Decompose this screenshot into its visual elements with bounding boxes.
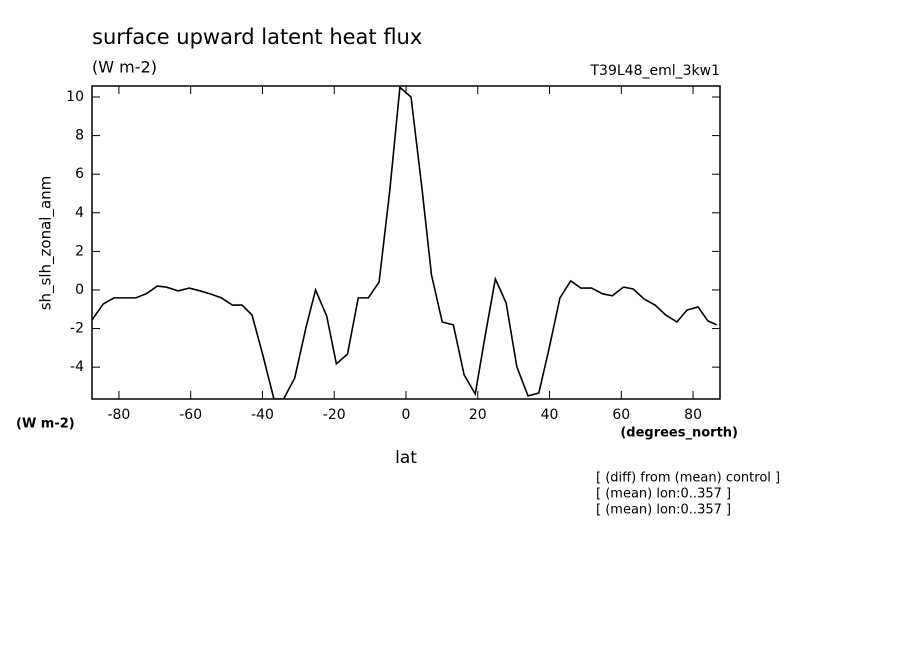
x-tick-label: -60 <box>179 407 202 423</box>
y-units: (W m-2) <box>16 417 75 432</box>
x-units: (degrees_north) <box>620 426 738 441</box>
y-axis-label: sh_slh_zonal_anm <box>37 176 56 311</box>
y-tick-label: 2 <box>75 243 84 259</box>
y-tick-label: -2 <box>70 321 84 337</box>
x-tick-label: 60 <box>612 407 630 423</box>
x-tick-label: 80 <box>684 407 702 423</box>
data-line <box>92 86 718 399</box>
x-tick-label: -20 <box>323 407 346 423</box>
x-tick-label: 40 <box>541 407 559 423</box>
x-tick-label: 20 <box>469 407 487 423</box>
x-tick-label: 0 <box>402 407 411 423</box>
x-axis-label: lat <box>395 448 417 468</box>
note: [ (mean) lon:0..357 ] <box>596 487 731 502</box>
y-tick-label: 4 <box>75 205 84 221</box>
y-tick-label: 8 <box>75 128 84 144</box>
note: [ (diff) from (mean) control ] <box>596 471 780 486</box>
y-tick-label: 6 <box>75 166 84 182</box>
plot-frame <box>91 85 721 400</box>
x-tick-label: -80 <box>107 407 130 423</box>
y-tick-label: -4 <box>70 359 84 375</box>
note: [ (mean) lon:0..357 ] <box>596 503 731 518</box>
chart-title: surface upward latent heat flux <box>92 25 422 49</box>
y-tick-label: 0 <box>75 282 84 298</box>
run-label: T39L48_eml_3kw1 <box>590 63 721 79</box>
x-tick-label: -40 <box>251 407 274 423</box>
chart-subtitle: (W m-2) <box>92 58 157 77</box>
y-tick-label: 10 <box>66 89 84 105</box>
